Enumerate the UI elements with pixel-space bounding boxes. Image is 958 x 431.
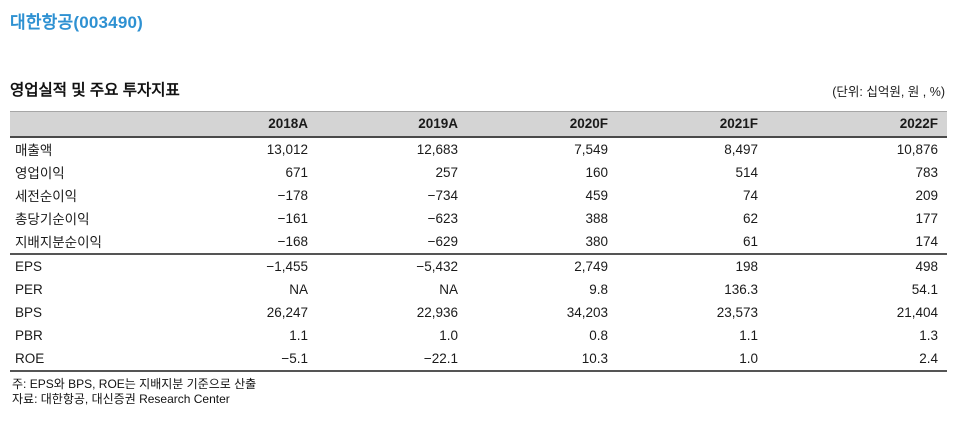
cell-value: −5.1	[281, 350, 308, 366]
row-label: BPS	[15, 304, 43, 320]
cell-value: 10.3	[581, 350, 608, 366]
row-label: 지배지분순이익	[15, 235, 102, 250]
header-label-cell	[10, 112, 160, 137]
cell-value: 177	[915, 210, 938, 226]
cell-value: −734	[427, 187, 458, 203]
table-row: 지배지분순이익 −168 −629 380 61 174	[10, 230, 947, 254]
cell-value: 26,247	[266, 304, 308, 320]
cell-value: 61	[742, 233, 758, 249]
cell-value: −161	[277, 210, 308, 226]
ticker-title: 대한항공(003490)	[10, 13, 144, 32]
footnote-source: 자료: 대한항공, 대신증권 Research Center	[12, 391, 230, 406]
header-year: 2022F	[899, 116, 938, 132]
cell-value: 8,497	[724, 141, 758, 157]
cell-value: −178	[277, 187, 308, 203]
table-body-operating: 매출액 13,012 12,683 7,549 8,497 10,876 영업이익 671 25…	[10, 137, 947, 254]
header-year: 2020F	[569, 116, 608, 132]
cell-value: 22,936	[416, 304, 458, 320]
cell-value: 1.1	[739, 327, 758, 343]
cell-value: 74	[742, 187, 758, 203]
row-label: 매출액	[15, 143, 53, 158]
table-row: BPS 26,247 22,936 34,203 23,573 21,404	[10, 301, 947, 324]
table-body-valuation: EPS −1,455 −5,432 2,749 198 498 PER NA NA 9.8 136.…	[10, 252, 947, 371]
cell-value: 10,876	[896, 141, 938, 157]
cell-value: 498	[760, 252, 947, 278]
cell-value: 380	[585, 233, 608, 249]
table-row: 세전순이익 −178 −734 459 74 209	[10, 184, 947, 207]
financial-table-section: 영업실적 및 주요 투자지표 (단위: 십억원, 원 , %) 2018A 20…	[10, 78, 947, 407]
cell-value: 257	[435, 164, 458, 180]
footnote-method: 주: EPS와 BPS, ROE는 지배지분 기준으로 산출	[12, 376, 257, 391]
row-label: 세전순이익	[15, 189, 78, 204]
cell-value: 1.0	[739, 350, 758, 366]
cell-value: −5,432	[310, 252, 460, 278]
cell-value: −623	[427, 210, 458, 226]
cell-value: 1.3	[919, 327, 938, 343]
table-row: 영업이익 671 257 160 514 783	[10, 161, 947, 184]
header-row: 2018A 2019A 2020F 2021F 2022F	[10, 111, 947, 137]
cell-value: 671	[285, 164, 308, 180]
cell-value: −22.1	[423, 350, 458, 366]
row-label: ROE	[15, 350, 45, 366]
row-label: PBR	[15, 327, 43, 343]
unit-label: (단위: 십억원, 원 , %)	[832, 85, 945, 99]
cell-value: 21,404	[896, 304, 938, 320]
table-row: PER NA NA 9.8 136.3 54.1	[10, 278, 947, 301]
cell-value: 0.8	[589, 327, 608, 343]
cell-value: 174	[915, 233, 938, 249]
cell-value: 2.4	[919, 350, 938, 366]
cell-value: −629	[427, 233, 458, 249]
cell-value: 1.0	[439, 327, 458, 343]
header-year: 2018A	[268, 116, 308, 132]
cell-value: 160	[585, 164, 608, 180]
table-header-line: 영업실적 및 주요 투자지표 (단위: 십억원, 원 , %)	[10, 78, 947, 100]
header-year: 2019A	[418, 116, 458, 132]
table-row: PBR 1.1 1.0 0.8 1.1 1.3	[10, 324, 947, 347]
cell-value: 783	[915, 164, 938, 180]
cell-value: 514	[735, 164, 758, 180]
cell-value: 13,012	[266, 141, 308, 157]
cell-value: 209	[915, 187, 938, 203]
table-head: 2018A 2019A 2020F 2021F 2022F	[10, 111, 947, 137]
footnotes: 주: EPS와 BPS, ROE는 지배지분 기준으로 산출 자료: 대한항공,…	[10, 377, 947, 407]
cell-value: 1.1	[289, 327, 308, 343]
cell-value: 7,549	[574, 141, 608, 157]
table-row: 총당기순이익 −161 −623 388 62 177	[10, 207, 947, 230]
cell-value: 2,749	[460, 252, 610, 278]
financial-table: 2018A 2019A 2020F 2021F 2022F 매출액 13,012 1…	[10, 111, 947, 372]
row-label: PER	[15, 281, 43, 297]
row-label: 총당기순이익	[15, 212, 90, 227]
cell-value: 12,683	[416, 141, 458, 157]
cell-value: 62	[742, 210, 758, 226]
cell-value: −168	[277, 233, 308, 249]
cell-value: 459	[585, 187, 608, 203]
table-row: EPS −1,455 −5,432 2,749 198 498	[10, 252, 947, 278]
cell-value: 136.3	[724, 281, 758, 297]
table-title: 영업실적 및 주요 투자지표	[10, 82, 180, 99]
cell-value: 23,573	[716, 304, 758, 320]
cell-value: 9.8	[589, 281, 608, 297]
table-row: ROE −5.1 −22.1 10.3 1.0 2.4	[10, 347, 947, 371]
cell-value: 54.1	[911, 281, 938, 297]
cell-value: 198	[610, 252, 760, 278]
cell-value: −1,455	[160, 252, 310, 278]
cell-value: 388	[585, 210, 608, 226]
cell-value: NA	[439, 281, 458, 297]
cell-value: NA	[289, 281, 308, 297]
table-row: 매출액 13,012 12,683 7,549 8,497 10,876	[10, 137, 947, 161]
cell-value: 34,203	[566, 304, 608, 320]
row-label: EPS	[10, 252, 160, 278]
header-year: 2021F	[719, 116, 758, 132]
row-label: 영업이익	[15, 166, 65, 181]
